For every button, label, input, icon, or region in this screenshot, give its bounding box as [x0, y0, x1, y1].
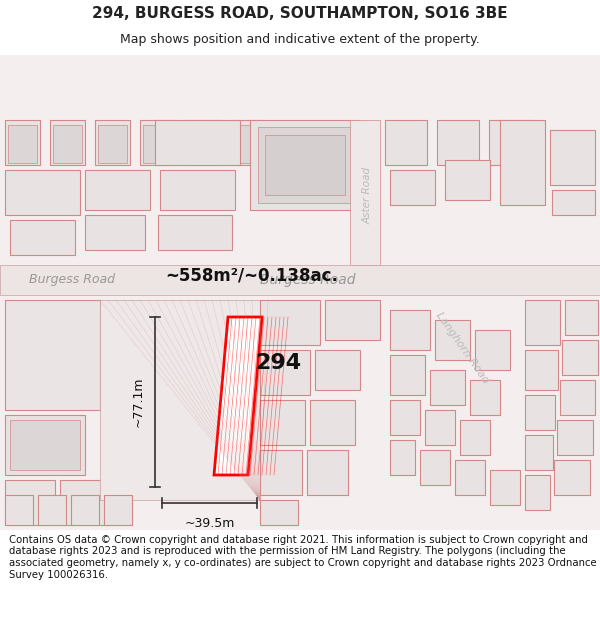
Polygon shape	[475, 330, 510, 370]
Polygon shape	[265, 135, 345, 195]
Polygon shape	[310, 400, 355, 445]
Polygon shape	[425, 410, 455, 445]
Polygon shape	[525, 395, 555, 430]
Polygon shape	[85, 170, 150, 210]
Polygon shape	[160, 170, 235, 210]
Polygon shape	[5, 415, 85, 475]
Polygon shape	[435, 320, 470, 360]
Polygon shape	[307, 450, 348, 495]
Polygon shape	[5, 300, 100, 410]
Text: 294: 294	[255, 353, 301, 373]
Polygon shape	[5, 480, 55, 525]
Polygon shape	[325, 300, 380, 340]
Polygon shape	[188, 125, 217, 163]
Text: Contains OS data © Crown copyright and database right 2021. This information is : Contains OS data © Crown copyright and d…	[9, 535, 596, 579]
Polygon shape	[390, 440, 415, 475]
Polygon shape	[100, 300, 260, 500]
Polygon shape	[437, 120, 479, 165]
Polygon shape	[562, 340, 598, 375]
Polygon shape	[10, 420, 80, 470]
Polygon shape	[260, 400, 305, 445]
Text: ~77.1m: ~77.1m	[132, 377, 145, 428]
Polygon shape	[185, 120, 220, 165]
Polygon shape	[390, 310, 430, 350]
Polygon shape	[460, 420, 490, 455]
Polygon shape	[158, 215, 232, 250]
Polygon shape	[390, 355, 425, 395]
Polygon shape	[315, 350, 360, 390]
Text: Langhorn Road: Langhorn Road	[434, 311, 490, 386]
Text: ~39.5m: ~39.5m	[184, 517, 235, 530]
Polygon shape	[489, 120, 531, 165]
Polygon shape	[60, 480, 110, 525]
Polygon shape	[455, 460, 485, 495]
Polygon shape	[250, 120, 360, 210]
Polygon shape	[565, 300, 598, 335]
Polygon shape	[552, 190, 595, 215]
Polygon shape	[260, 450, 302, 495]
Polygon shape	[260, 300, 320, 345]
Polygon shape	[5, 495, 33, 525]
Polygon shape	[230, 120, 265, 165]
Polygon shape	[560, 380, 595, 415]
Polygon shape	[525, 300, 560, 345]
Text: Aster Road: Aster Road	[363, 166, 373, 224]
Polygon shape	[525, 475, 550, 510]
Polygon shape	[260, 500, 298, 525]
Polygon shape	[490, 470, 520, 505]
Polygon shape	[390, 170, 435, 205]
Polygon shape	[554, 460, 590, 495]
Polygon shape	[385, 120, 427, 165]
Text: Map shows position and indicative extent of the property.: Map shows position and indicative extent…	[120, 33, 480, 46]
Polygon shape	[430, 370, 465, 405]
Polygon shape	[258, 127, 352, 203]
Text: ~558m²/~0.138ac.: ~558m²/~0.138ac.	[166, 266, 338, 284]
Polygon shape	[420, 450, 450, 485]
Polygon shape	[445, 160, 490, 200]
Polygon shape	[140, 120, 175, 165]
Polygon shape	[470, 380, 500, 415]
Polygon shape	[10, 220, 75, 255]
Text: 294, BURGESS ROAD, SOUTHAMPTON, SO16 3BE: 294, BURGESS ROAD, SOUTHAMPTON, SO16 3BE	[92, 6, 508, 21]
Polygon shape	[98, 125, 127, 163]
Polygon shape	[0, 265, 600, 295]
Polygon shape	[155, 120, 240, 165]
Polygon shape	[50, 120, 85, 165]
Text: Burgess Road: Burgess Road	[260, 273, 356, 287]
Polygon shape	[214, 317, 262, 475]
Polygon shape	[350, 120, 380, 265]
Polygon shape	[53, 125, 82, 163]
Polygon shape	[557, 420, 593, 455]
Polygon shape	[550, 130, 595, 185]
Polygon shape	[5, 120, 40, 165]
Polygon shape	[5, 170, 80, 215]
Polygon shape	[525, 350, 558, 390]
Polygon shape	[71, 495, 99, 525]
Polygon shape	[8, 125, 37, 163]
Polygon shape	[0, 55, 600, 530]
Polygon shape	[233, 125, 262, 163]
Polygon shape	[525, 435, 553, 470]
Text: Burgess Road: Burgess Road	[29, 274, 115, 286]
Polygon shape	[38, 495, 66, 525]
Polygon shape	[500, 120, 545, 205]
Polygon shape	[143, 125, 172, 163]
Polygon shape	[104, 495, 132, 525]
Polygon shape	[85, 215, 145, 250]
Polygon shape	[95, 120, 130, 165]
Polygon shape	[260, 350, 310, 395]
Polygon shape	[390, 400, 420, 435]
